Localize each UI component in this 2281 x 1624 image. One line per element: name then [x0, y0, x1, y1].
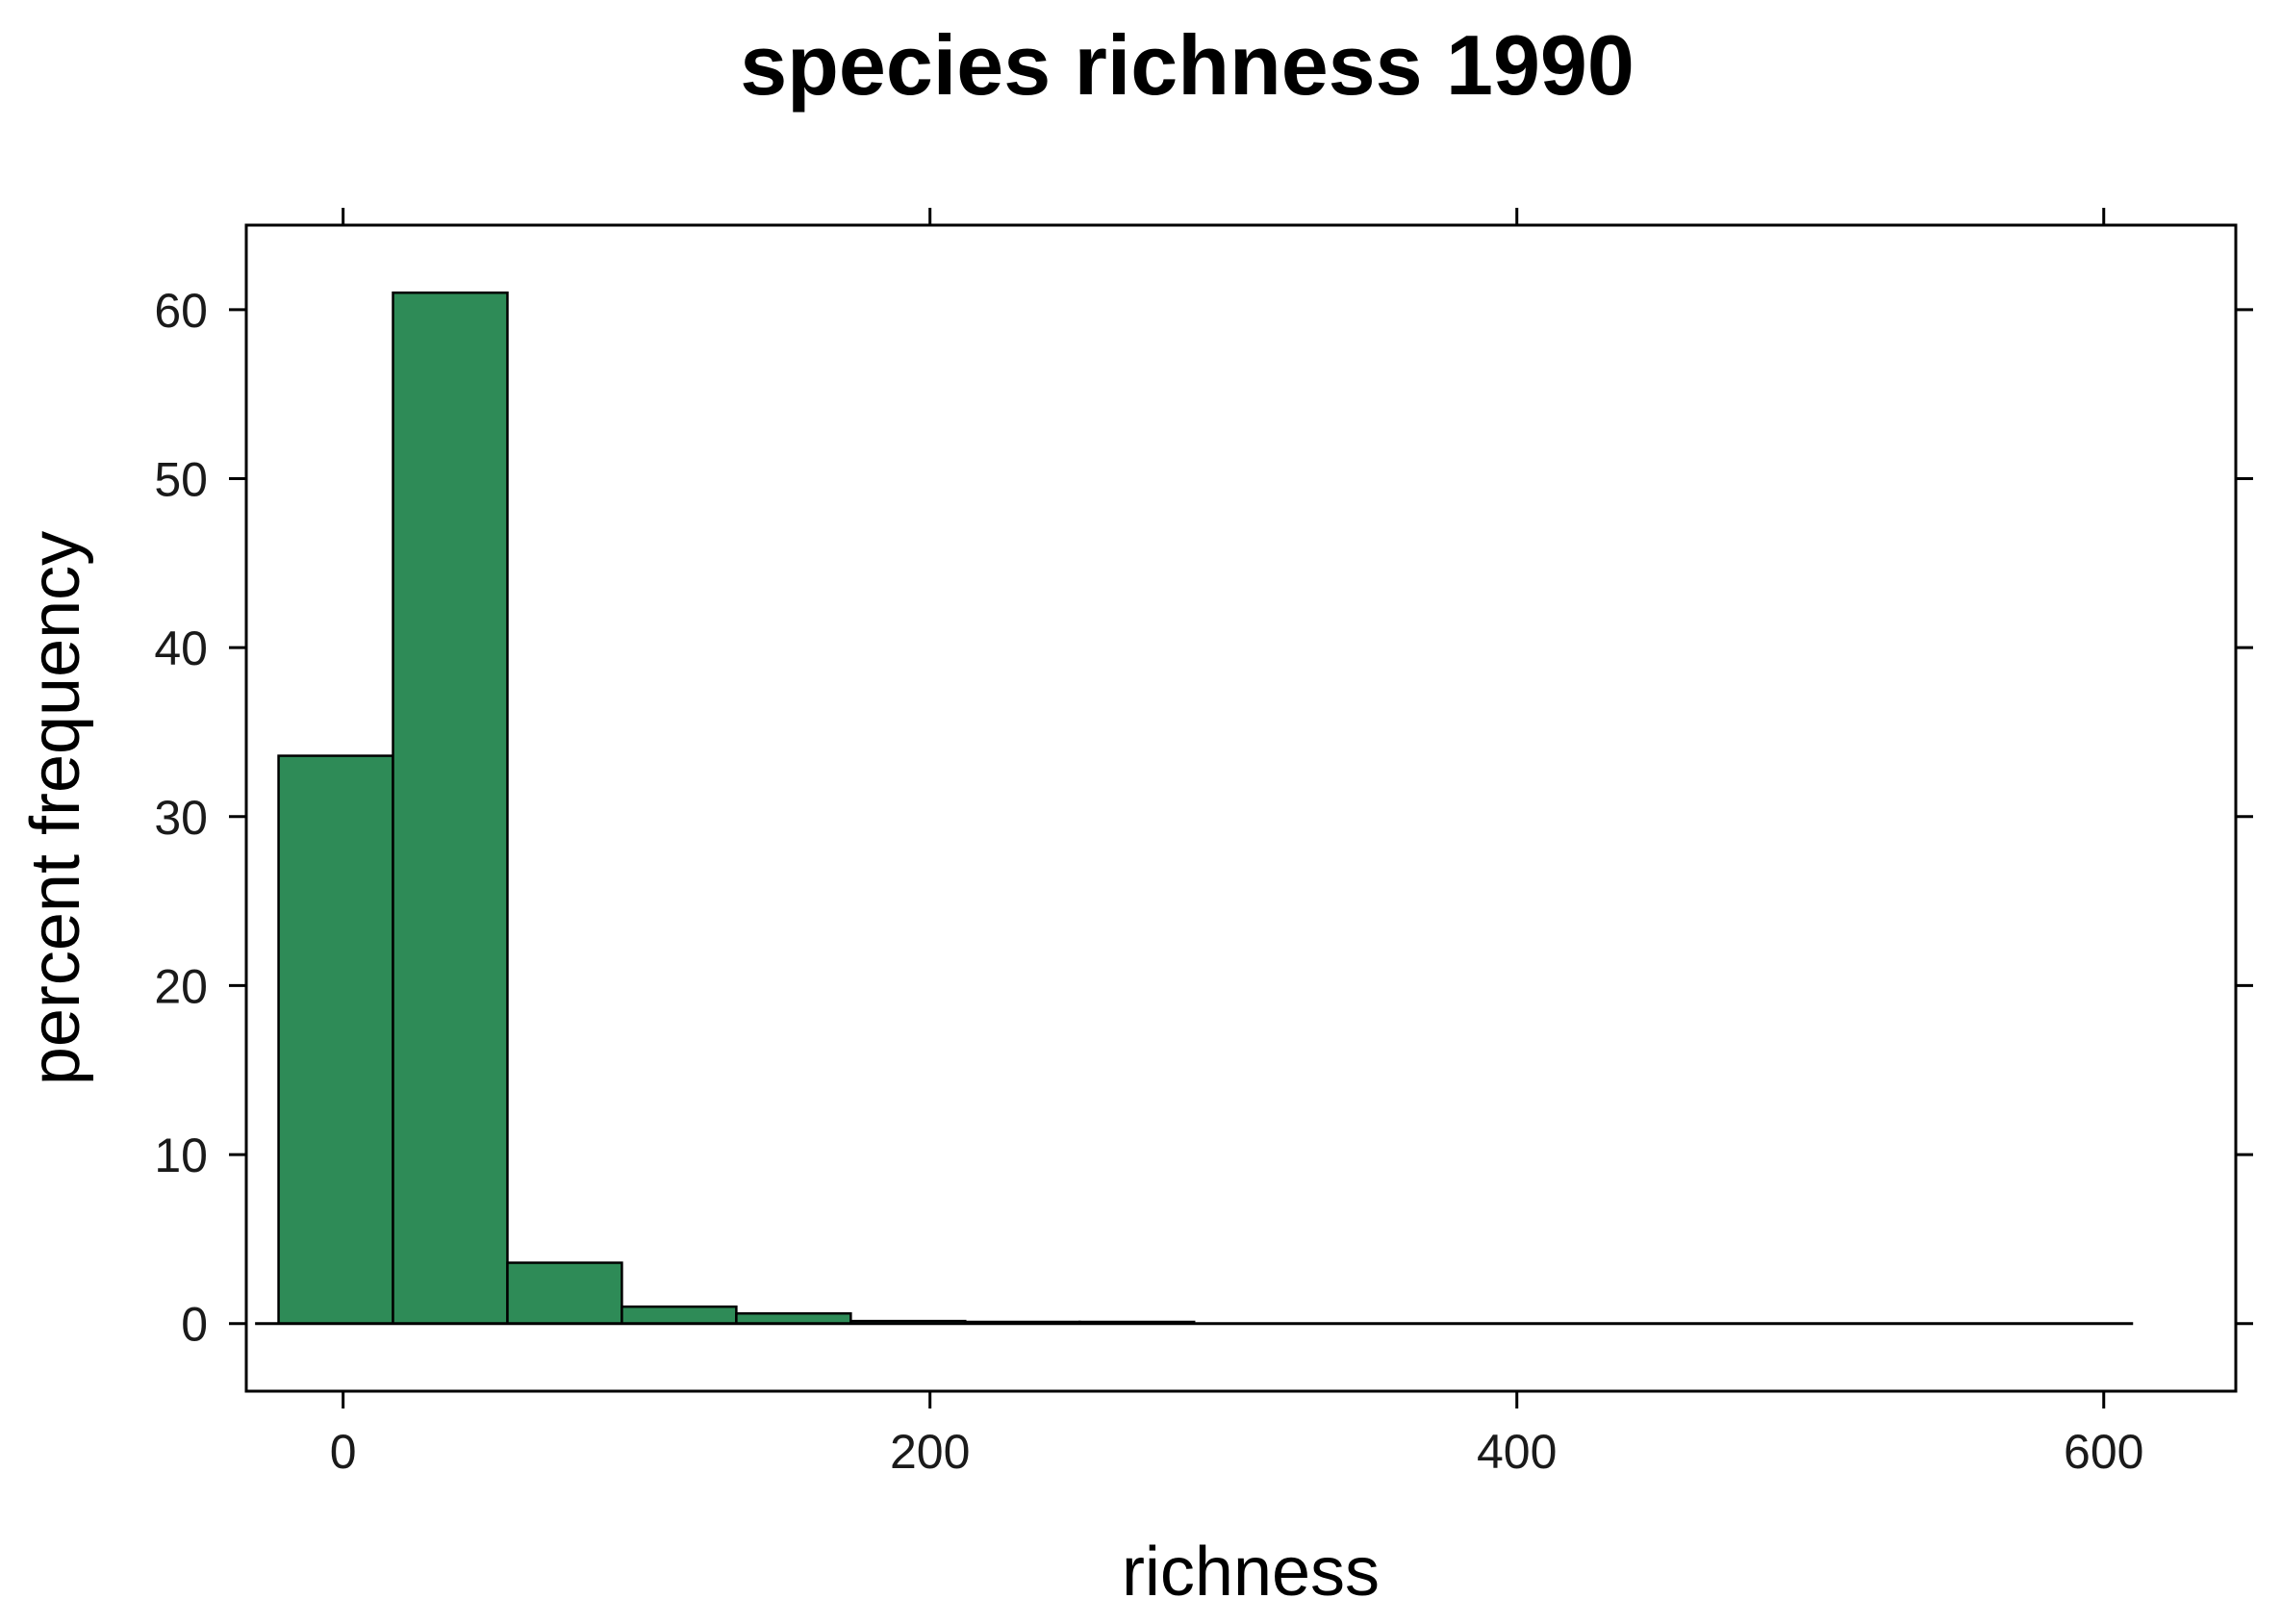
x-tick-label: 200: [890, 1425, 970, 1479]
ticks-layer: 0 200 400 600 0 10 20 30 40 50 60: [154, 208, 2253, 1479]
x-tick-label: 0: [330, 1425, 357, 1479]
x-axis-label: richness: [1122, 1534, 1380, 1611]
histogram-bar-4: [621, 1305, 738, 1325]
histogram-bar-2: [392, 292, 509, 1325]
bars-layer: [277, 292, 1196, 1325]
y-tick-label: 0: [181, 1298, 208, 1352]
y-tick-label: 20: [154, 959, 208, 1013]
plot-frame: [244, 223, 2238, 1393]
histogram-bar-5: [735, 1311, 852, 1325]
y-tick-label: 10: [154, 1129, 208, 1182]
chart-title: species richness 1990: [740, 17, 1635, 113]
histogram-bar-3: [506, 1261, 623, 1325]
x-tick-label: 600: [2064, 1425, 2143, 1479]
y-tick-label: 40: [154, 622, 208, 675]
x-tick-label: 400: [1477, 1425, 1557, 1479]
y-tick-label: 60: [154, 284, 208, 338]
y-tick-label: 50: [154, 452, 208, 506]
histogram-bar-1: [277, 754, 394, 1325]
y-axis-label: percent frequency: [17, 531, 94, 1085]
y-tick-label: 30: [154, 791, 208, 845]
